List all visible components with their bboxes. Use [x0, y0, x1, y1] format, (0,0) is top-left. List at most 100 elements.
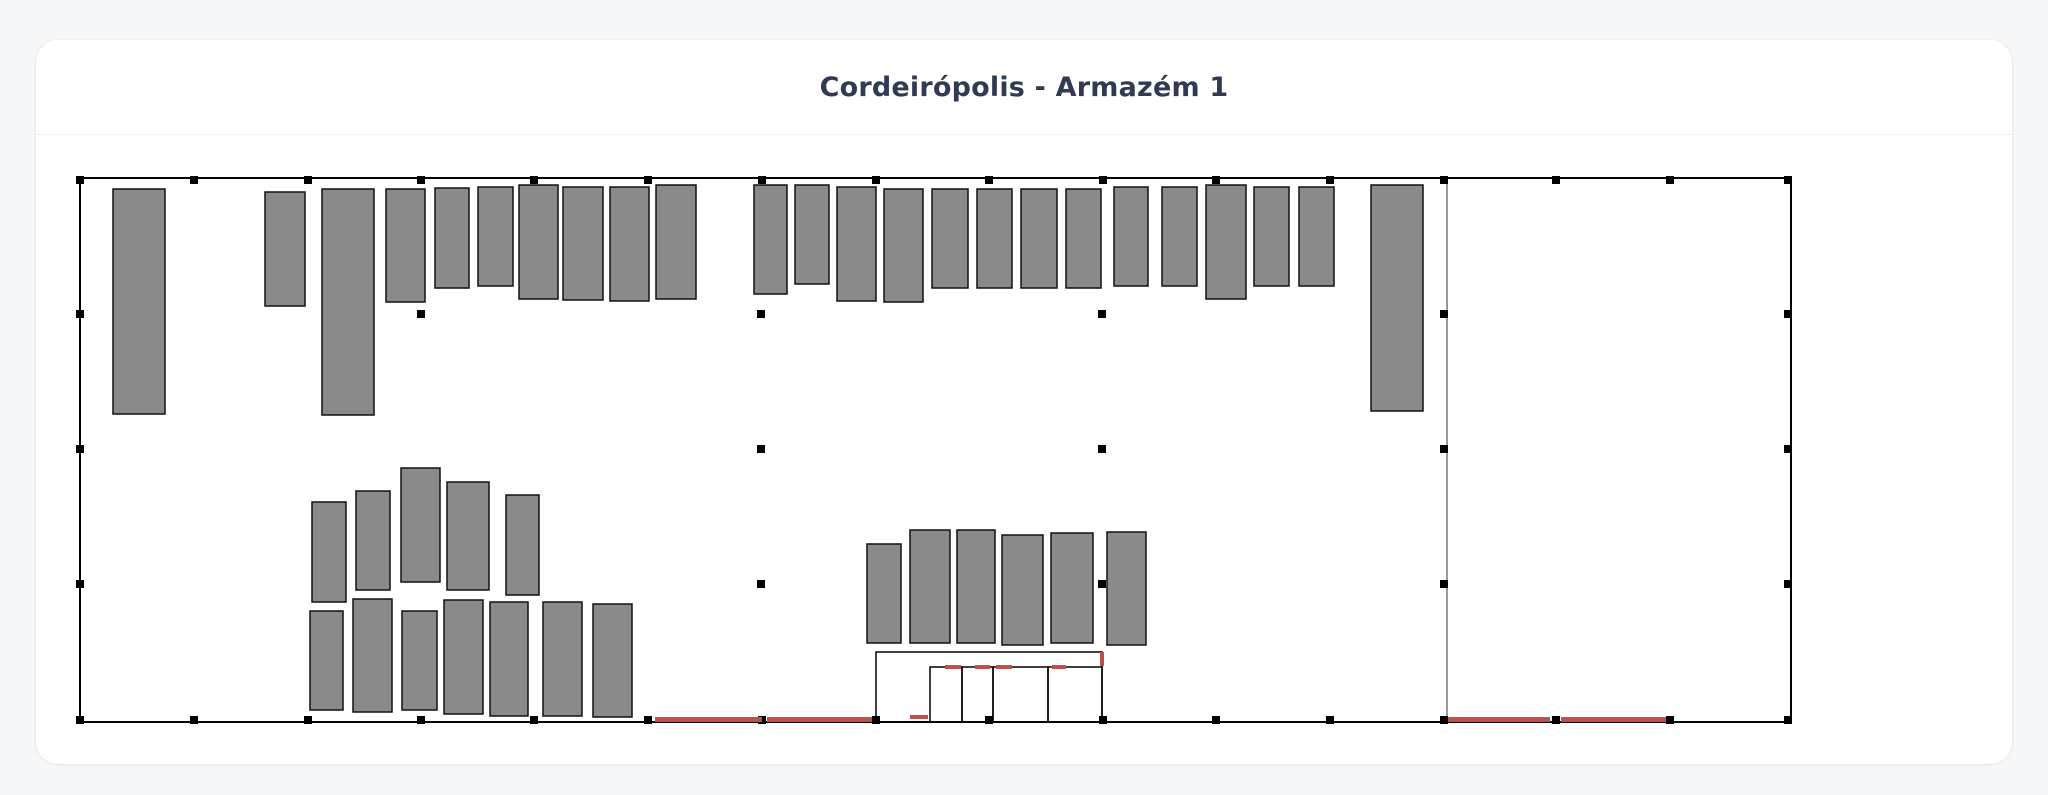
- pillar: [758, 176, 766, 184]
- rack-21[interactable]: [1205, 184, 1247, 300]
- pillar: [1326, 716, 1334, 724]
- rack-38[interactable]: [909, 529, 951, 644]
- rack-26[interactable]: [355, 490, 391, 591]
- pillar: [1098, 445, 1106, 453]
- pillar: [1666, 716, 1674, 724]
- rack-41[interactable]: [1050, 532, 1094, 644]
- pillar: [757, 445, 765, 453]
- rack-23[interactable]: [1298, 186, 1335, 287]
- office-door: [910, 715, 928, 719]
- office-room: [1047, 666, 1103, 723]
- rack-22[interactable]: [1253, 186, 1290, 287]
- rack-39[interactable]: [956, 529, 996, 644]
- rack-30[interactable]: [309, 610, 344, 711]
- pillar: [417, 716, 425, 724]
- pillar: [985, 716, 993, 724]
- warehouse-title: Cordeirópolis - Armazém 1: [819, 71, 1229, 103]
- office-door: [945, 665, 961, 669]
- rack-14[interactable]: [883, 188, 924, 303]
- pillar: [530, 716, 538, 724]
- pillar: [530, 176, 538, 184]
- pillar: [76, 310, 84, 318]
- pillar: [1552, 176, 1560, 184]
- rack-19[interactable]: [1113, 186, 1149, 287]
- pillar: [1440, 580, 1448, 588]
- rack-29[interactable]: [505, 494, 540, 596]
- rack-18[interactable]: [1065, 188, 1102, 289]
- rack-25[interactable]: [311, 501, 347, 603]
- pillar: [1440, 176, 1448, 184]
- office-door: [1100, 652, 1104, 666]
- dock-door: [655, 717, 762, 722]
- pillar: [1784, 176, 1792, 184]
- pillars: [76, 176, 1792, 724]
- pillar: [1784, 580, 1792, 588]
- pillar: [190, 176, 198, 184]
- pillar: [76, 580, 84, 588]
- rack-34[interactable]: [489, 601, 529, 717]
- rack-11[interactable]: [753, 184, 788, 295]
- rack-27[interactable]: [400, 467, 441, 583]
- pillar: [1098, 310, 1106, 318]
- rack-5[interactable]: [434, 187, 470, 289]
- pillar: [1326, 176, 1334, 184]
- pillar: [417, 176, 425, 184]
- pillar: [1666, 176, 1674, 184]
- pillar: [76, 445, 84, 453]
- pillar: [76, 176, 84, 184]
- dock-door: [1561, 717, 1666, 722]
- rack-37[interactable]: [866, 543, 902, 644]
- rack-42[interactable]: [1106, 531, 1147, 646]
- rack-3[interactable]: [321, 188, 375, 416]
- rack-9[interactable]: [609, 186, 650, 302]
- pillar: [1784, 310, 1792, 318]
- rack-6[interactable]: [477, 186, 514, 287]
- pillar: [1440, 445, 1448, 453]
- pillar: [417, 310, 425, 318]
- pillar: [1098, 580, 1106, 588]
- rack-33[interactable]: [443, 599, 484, 715]
- pillar: [1099, 176, 1107, 184]
- rack-10[interactable]: [655, 184, 697, 300]
- rack-16[interactable]: [976, 188, 1013, 289]
- pillar: [1784, 445, 1792, 453]
- rack-2[interactable]: [264, 191, 306, 307]
- rack-13[interactable]: [836, 186, 877, 302]
- pillar: [1440, 716, 1448, 724]
- pillar: [985, 176, 993, 184]
- rack-28[interactable]: [446, 481, 490, 591]
- pillar: [1552, 716, 1560, 724]
- office-door: [1052, 665, 1066, 669]
- rack-group[interactable]: [112, 184, 1424, 718]
- pillar: [190, 716, 198, 724]
- pillar: [1440, 310, 1448, 318]
- rack-8[interactable]: [562, 186, 604, 301]
- office-door: [975, 665, 990, 669]
- rack-20[interactable]: [1161, 186, 1198, 287]
- pillar: [757, 310, 765, 318]
- rack-15[interactable]: [931, 188, 969, 289]
- pillar: [304, 176, 312, 184]
- rack-12[interactable]: [794, 184, 830, 285]
- rack-7[interactable]: [518, 184, 559, 300]
- rack-31[interactable]: [352, 598, 393, 713]
- rack-4[interactable]: [385, 188, 426, 303]
- office-door: [996, 665, 1012, 669]
- pillar: [76, 716, 84, 724]
- pillar: [304, 716, 312, 724]
- pillar: [1784, 716, 1792, 724]
- dock-door: [767, 717, 872, 722]
- pillar: [757, 580, 765, 588]
- rack-1[interactable]: [112, 188, 166, 415]
- pillar: [1212, 176, 1220, 184]
- rack-24[interactable]: [1370, 184, 1424, 412]
- rack-36[interactable]: [592, 603, 633, 718]
- rack-32[interactable]: [401, 610, 438, 711]
- rack-40[interactable]: [1001, 534, 1044, 646]
- rack-17[interactable]: [1020, 188, 1058, 289]
- pillar: [872, 176, 880, 184]
- door-group: [655, 652, 1666, 722]
- pillar: [644, 176, 652, 184]
- rack-35[interactable]: [542, 601, 583, 717]
